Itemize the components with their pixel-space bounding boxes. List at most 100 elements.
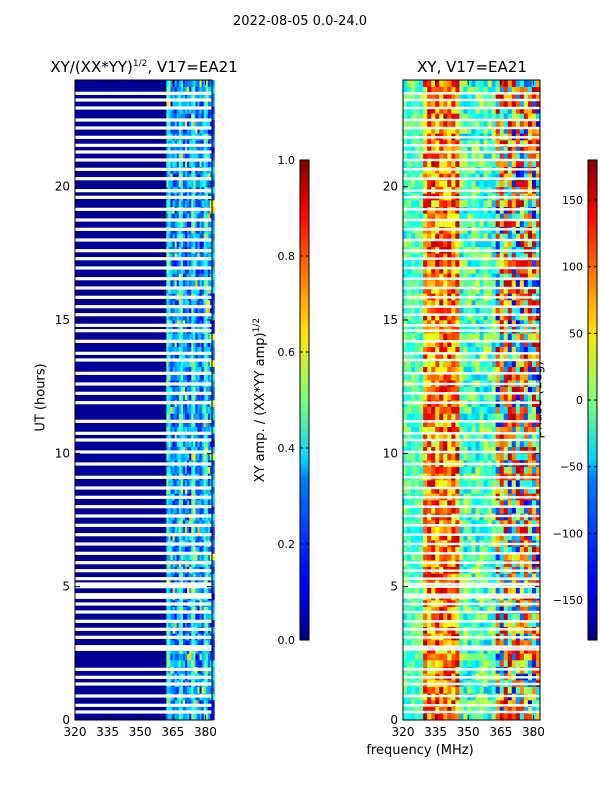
phase-cell [419,533,424,541]
phase-cell [503,500,509,507]
phase-cell [511,360,517,367]
phase-cell [515,373,521,381]
phase-cell [491,413,497,421]
phase-cell [459,446,464,454]
phase-cell [451,433,456,441]
phase-cell [475,520,480,527]
phase-cell [407,340,412,347]
phase-cell [427,573,432,581]
phase-cell [491,353,497,361]
phase-cell [455,240,460,247]
phase-cell [443,433,448,441]
phase-cell [511,306,517,314]
phase-cell [523,640,529,647]
phase-cell [423,313,428,321]
phase-cell [491,313,497,321]
phase-cell [507,240,513,247]
phase-cell [487,180,493,187]
phase-cell [451,200,456,207]
phase-cell [507,413,513,421]
phase-cell [479,573,484,581]
phase-cell [459,266,464,274]
phase-cell [487,266,493,274]
phase-cell [403,200,408,207]
phase-cell [519,360,525,367]
phase-cell [411,486,416,494]
phase-cell [447,433,452,441]
phase-cell [523,180,529,187]
phase-cell [419,486,424,494]
phase-cell [511,260,517,267]
phase-cell [447,173,452,181]
phase-cell [499,300,505,307]
phase-cell [423,586,428,594]
phase-cell [519,253,525,261]
phase-cell [411,613,416,621]
phase-cell [427,346,432,354]
phase-cell [507,433,513,441]
phase-cell [423,393,428,401]
phase-cell [415,640,420,647]
phase-cell [407,640,412,647]
phase-cell [511,446,517,454]
phase-cell [439,233,444,241]
phase-cell [491,426,497,434]
phase-cell [407,373,412,381]
phase-cell [471,406,476,414]
phase-cell [519,386,525,394]
phase-cell [423,480,428,487]
phase-cell [451,700,456,707]
phase-cell [451,533,456,541]
phase-cell [435,180,440,187]
phase-cell [515,366,521,374]
phase-cell [467,393,472,401]
phase-cell [499,340,505,347]
phase-cell [419,613,424,621]
phase-cell [443,706,448,714]
phase-cell [511,413,517,421]
phase-cell [483,273,489,281]
flagged-row [75,158,212,162]
phase-cell [523,273,529,281]
phase-cell [475,300,480,307]
phase-cell [415,273,420,281]
phase-cell [491,200,497,207]
phase-cell [459,653,464,661]
phase-cell [531,180,537,187]
phase-cell [527,313,533,321]
phase-cell [403,453,408,461]
phase-cell [527,453,533,461]
phase-cell [487,406,493,414]
phase-cell [519,346,525,354]
phase-cell [435,200,440,207]
phase-cell [423,213,428,221]
phase-cell [491,360,497,367]
phase-cell [451,406,456,414]
phase-cell [455,386,460,394]
phase-cell [463,486,468,494]
phase-cell [523,686,529,694]
phase-cell [491,306,497,314]
phase-cell [447,253,452,261]
phase-cell [439,286,444,294]
phase-cell [423,453,428,461]
phase-cell [487,353,493,361]
phase-cell [519,433,525,441]
phase-cell [479,500,484,507]
phase-cell [479,546,484,554]
phase-cell [431,713,436,721]
phase-cell [491,686,497,694]
phase-cell [443,200,448,207]
phase-cell [511,280,517,287]
y-tick-label: 15 [55,313,70,327]
phase-cell [451,173,456,181]
phase-cell [415,373,420,381]
phase-cell [515,706,521,714]
phase-cell [515,573,521,581]
phase-cell [411,313,416,321]
phase-cell [435,426,440,434]
phase-cell [487,500,493,507]
phase-cell [407,653,412,661]
phase-cell [459,520,464,527]
phase-cell [495,180,501,187]
